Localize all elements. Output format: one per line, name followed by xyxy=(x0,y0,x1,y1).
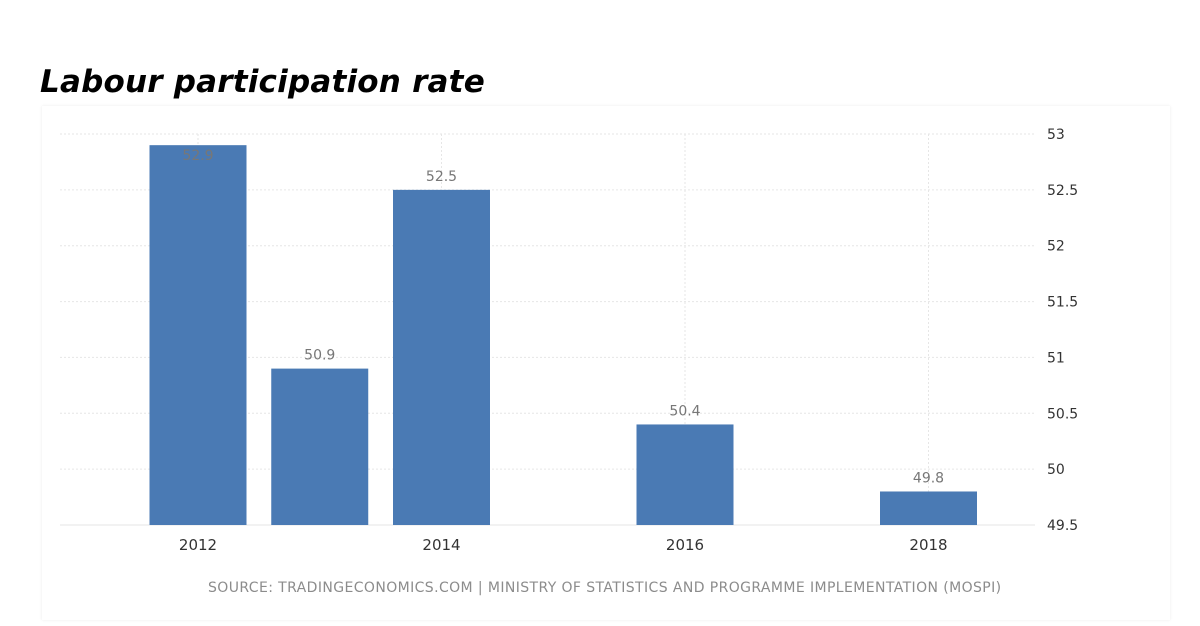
bar xyxy=(149,145,247,525)
x-tick-label: 2014 xyxy=(422,536,460,554)
data-labels: 52.9 50.9 52.5 50.4 49.8 xyxy=(182,148,944,486)
y-tick-label: 51 xyxy=(1047,350,1065,366)
bars xyxy=(149,145,977,525)
source-note: SOURCE: TRADINGECONOMICS.COM | MINISTRY … xyxy=(208,580,1002,596)
bar xyxy=(636,424,734,525)
x-tick-label: 2018 xyxy=(909,536,947,554)
y-tick-label: 52 xyxy=(1047,239,1065,255)
x-tick-label: 2016 xyxy=(666,536,704,554)
y-tick-label: 52.5 xyxy=(1047,183,1078,199)
x-axis-ticks: 2012 2014 2016 2018 xyxy=(179,536,948,554)
y-tick-label: 53 xyxy=(1047,127,1065,143)
x-tick-label: 2012 xyxy=(179,536,217,554)
bar-value-label: 52.5 xyxy=(426,169,457,185)
y-tick-label: 49.5 xyxy=(1047,518,1078,534)
bar xyxy=(880,491,977,525)
bar xyxy=(393,189,490,525)
bar-value-label: 52.9 xyxy=(182,148,213,164)
y-axis-ticks: 49.5 50 50.5 51 51.5 52 52.5 53 xyxy=(1047,127,1078,534)
bar-value-label: 50.4 xyxy=(669,403,700,419)
y-tick-label: 50.5 xyxy=(1047,406,1078,422)
y-tick-label: 51.5 xyxy=(1047,295,1078,311)
bar-value-label: 50.9 xyxy=(304,348,335,364)
y-tick-label: 50 xyxy=(1047,462,1065,478)
chart-title: Labour participation rate xyxy=(40,64,485,100)
bar-value-label: 49.8 xyxy=(913,470,944,486)
bar xyxy=(271,368,369,525)
